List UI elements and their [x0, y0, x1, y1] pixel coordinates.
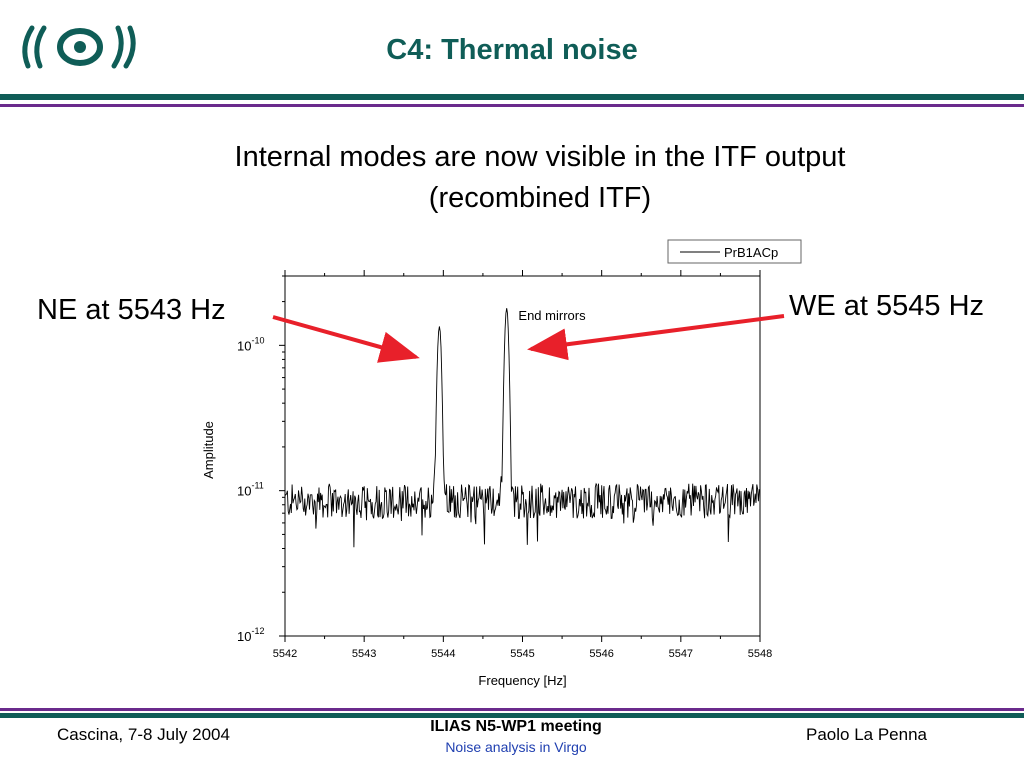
- we-arrow: [527, 314, 785, 361]
- x-tick-label: 5545: [510, 648, 534, 660]
- y-tick-base: 10: [237, 484, 251, 499]
- x-tick-label: 5548: [748, 648, 772, 660]
- y-axis-label: Amplitude: [201, 421, 216, 479]
- we-callout: WE at 5545 Hz: [789, 290, 985, 322]
- legend-box: [667, 239, 802, 264]
- legend-entry: PrB1ACp: [724, 245, 778, 260]
- y-tick-base: 10: [237, 338, 251, 353]
- slide-title: C4: Thermal noise: [386, 34, 638, 66]
- y-tick-label: 10-11: [237, 481, 264, 499]
- x-tick-label: 5547: [669, 648, 693, 660]
- footer-divider-top: [0, 708, 1024, 711]
- chart-annotation: End mirrors: [518, 308, 586, 323]
- subtitle-line-1: Internal modes are now visible in the IT…: [234, 141, 846, 173]
- y-tick-base: 10: [237, 629, 251, 644]
- footer-divider-bottom: [0, 713, 1024, 718]
- subtitle-line-2: (recombined ITF): [428, 182, 652, 214]
- ne-callout: NE at 5543 Hz: [37, 294, 226, 326]
- header-divider-top: [0, 94, 1024, 100]
- x-tick-label: 5546: [589, 648, 613, 660]
- footer-author: Paolo La Penna: [806, 725, 927, 744]
- y-tick-exponent: -10: [251, 335, 264, 345]
- x-axis-label: Frequency [Hz]: [478, 673, 566, 688]
- ne-arrow: [272, 315, 420, 363]
- x-tick-label: 5543: [352, 648, 376, 660]
- slide-subtitle: Internal modes are now visible in the IT…: [110, 137, 970, 219]
- y-tick-exponent: -12: [251, 626, 264, 636]
- footer-center: ILIAS N5-WP1 meeting Noise analysis in V…: [360, 718, 672, 755]
- series-line-prb1acp: [284, 308, 761, 548]
- y-tick-label: 10-12: [237, 626, 264, 644]
- virgo-logo: [22, 25, 136, 69]
- footer-subtitle: Noise analysis in Virgo: [445, 739, 587, 755]
- y-tick-exponent: -11: [251, 481, 263, 491]
- x-tick-label: 5542: [273, 648, 297, 660]
- footer-meeting: ILIAS N5-WP1 meeting: [430, 718, 602, 735]
- x-tick-label: 5544: [431, 648, 455, 660]
- header-divider-bottom: [0, 104, 1024, 107]
- footer-location-date: Cascina, 7-8 July 2004: [57, 725, 230, 744]
- y-tick-label: 10-10: [237, 335, 264, 353]
